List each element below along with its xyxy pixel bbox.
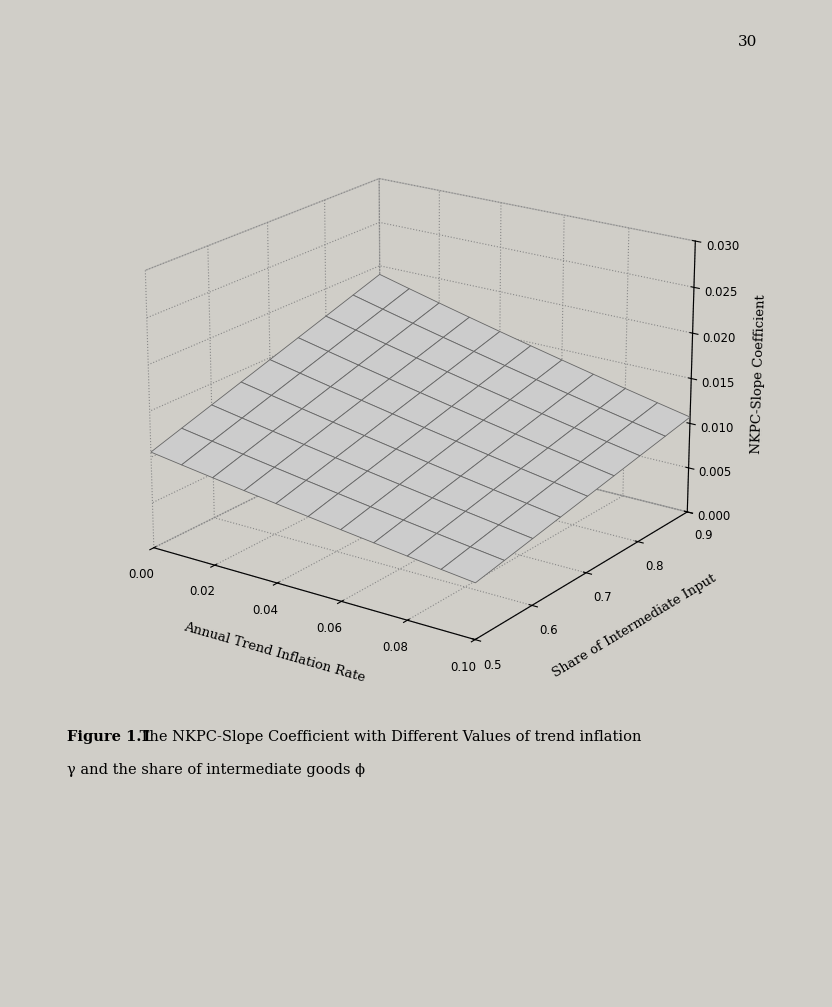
Text: The NKPC-Slope Coefficient with Different Values of trend inflation: The NKPC-Slope Coefficient with Differen… xyxy=(135,730,641,744)
Y-axis label: Share of Intermediate Input: Share of Intermediate Input xyxy=(550,572,718,680)
Text: 30: 30 xyxy=(738,35,757,49)
Text: Figure 1.1: Figure 1.1 xyxy=(67,730,151,744)
X-axis label: Annual Trend Inflation Rate: Annual Trend Inflation Rate xyxy=(182,620,366,684)
Text: γ and the share of intermediate goods ϕ: γ and the share of intermediate goods ϕ xyxy=(67,763,364,777)
